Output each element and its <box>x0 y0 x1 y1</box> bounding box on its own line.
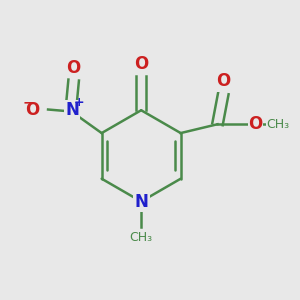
Text: O: O <box>134 56 148 74</box>
Text: N: N <box>134 193 148 211</box>
Text: N: N <box>65 100 79 118</box>
Text: +: + <box>74 96 84 109</box>
Text: CH₃: CH₃ <box>130 231 153 244</box>
Text: O: O <box>67 59 81 77</box>
Text: O: O <box>216 72 230 90</box>
Text: CH₃: CH₃ <box>267 118 290 131</box>
Text: O: O <box>26 100 40 118</box>
Text: −: − <box>22 95 34 109</box>
Text: O: O <box>248 115 263 133</box>
